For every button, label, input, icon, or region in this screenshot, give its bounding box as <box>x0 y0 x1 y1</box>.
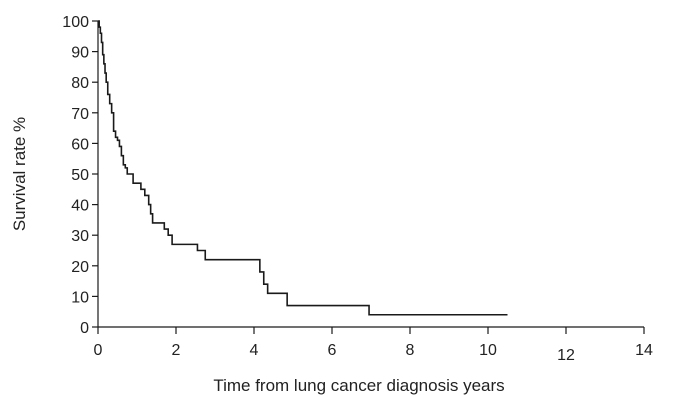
x-tick-label: 4 <box>250 342 259 359</box>
y-tick-label: 50 <box>71 167 89 184</box>
x-tick-label: 10 <box>479 342 497 359</box>
x-tick-label: 2 <box>172 342 181 359</box>
y-axis-label: Survival rate % <box>10 117 29 231</box>
y-axis-ticks: 0 10 20 30 40 50 60 70 80 90 100 <box>62 14 98 337</box>
x-tick-label: 6 <box>328 342 337 359</box>
y-tick-label: 90 <box>71 45 89 62</box>
y-tick-label: 0 <box>80 320 89 337</box>
x-axis-ticks: 0 2 4 6 8 10 12 14 <box>94 327 653 364</box>
x-tick-label: 0 <box>94 342 103 359</box>
y-tick-label: 20 <box>71 259 89 276</box>
x-axis-label: Time from lung cancer diagnosis years <box>213 376 504 395</box>
y-tick-label: 40 <box>71 198 89 215</box>
x-tick-label: 12 <box>557 347 575 364</box>
x-tick-label: 8 <box>406 342 415 359</box>
x-tick-label: 14 <box>635 342 653 359</box>
survival-curve <box>98 20 508 316</box>
y-tick-label: 60 <box>71 136 89 153</box>
y-tick-label: 80 <box>71 75 89 92</box>
y-tick-label: 100 <box>62 14 89 31</box>
y-tick-label: 30 <box>71 228 89 245</box>
y-tick-label: 70 <box>71 106 89 123</box>
y-tick-label: 10 <box>71 289 89 306</box>
